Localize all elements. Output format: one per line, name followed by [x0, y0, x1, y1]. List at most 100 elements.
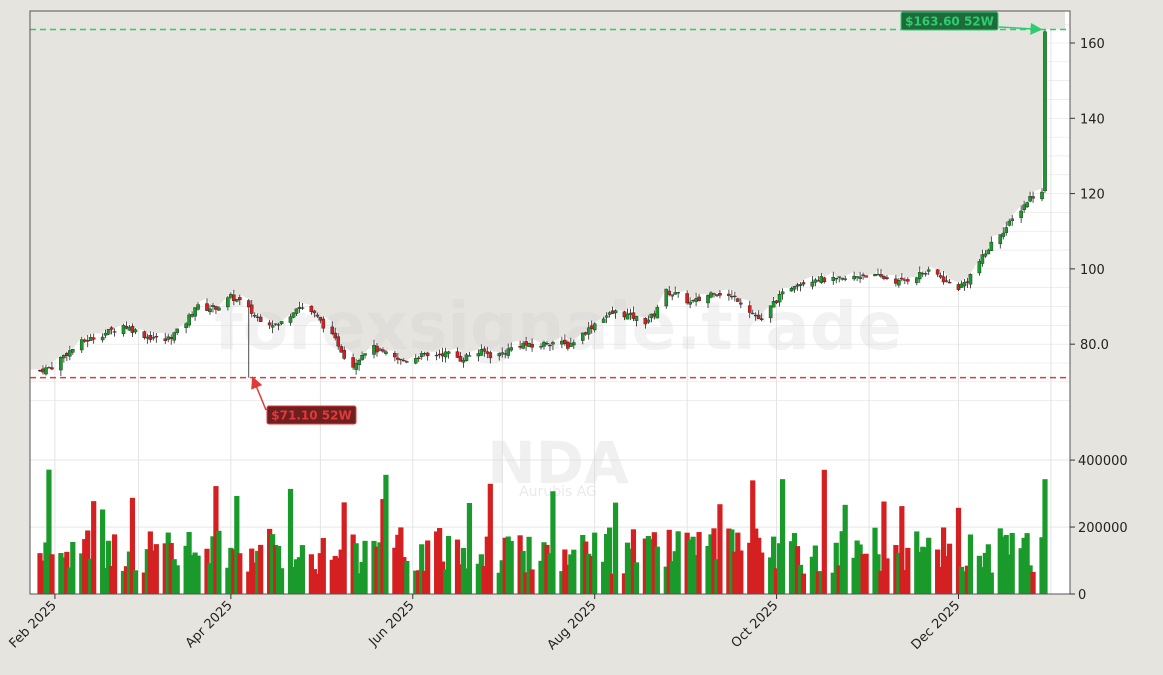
watermark-text: forexsignale.trade	[214, 288, 902, 365]
volume-bar	[690, 536, 696, 594]
volume-bar	[147, 531, 153, 594]
candle-body	[545, 343, 549, 345]
volume-bar	[356, 573, 362, 594]
candle-body	[458, 355, 463, 362]
volume-bar	[317, 553, 323, 594]
candle-body	[613, 310, 618, 314]
volume-bar	[935, 549, 941, 594]
candle-body	[384, 351, 388, 354]
volume-bar	[311, 569, 317, 594]
volume-bar	[82, 539, 88, 594]
candle-body	[154, 336, 159, 338]
candle-body	[440, 353, 445, 357]
candle-body	[798, 283, 803, 287]
volume-bar	[299, 545, 306, 594]
volume-bar	[604, 534, 610, 594]
candle-body	[130, 326, 135, 333]
volume-bar	[675, 531, 681, 594]
candle-body	[968, 274, 973, 285]
volume-bar	[878, 570, 884, 594]
volume-bar	[126, 551, 133, 594]
volume-tick-label: 200000	[1078, 521, 1128, 536]
volume-bar	[359, 562, 365, 594]
volume-bar	[210, 536, 216, 594]
candle-body	[354, 363, 358, 370]
candle-body	[572, 342, 576, 346]
candle-body	[246, 300, 251, 308]
volume-bar	[61, 557, 67, 594]
volume-bar	[67, 567, 73, 594]
volume-bar	[961, 571, 968, 594]
volume-bar	[105, 540, 112, 594]
volume-bar	[1027, 565, 1033, 594]
volume-bar	[943, 556, 950, 594]
volume-bar	[663, 566, 669, 594]
volume-bar	[666, 529, 672, 594]
candle-body	[774, 300, 779, 303]
candle-body	[455, 351, 460, 358]
volume-bar	[216, 530, 222, 594]
volume-bar	[627, 548, 634, 594]
candle-body	[133, 329, 138, 333]
candle-body	[956, 284, 961, 290]
candle-body	[485, 351, 490, 354]
volume-bar	[1042, 479, 1048, 594]
volume-bar	[696, 532, 702, 594]
candle-body	[446, 351, 451, 354]
volume-bar	[601, 561, 607, 594]
low-arrow	[251, 376, 267, 411]
candle-body	[944, 280, 949, 282]
candle-body	[279, 321, 284, 324]
candle-body	[276, 324, 281, 326]
candle-body	[103, 332, 108, 336]
volume-bar	[750, 480, 756, 594]
candle-body	[1019, 210, 1023, 218]
candle-body	[68, 350, 72, 357]
candle-body	[655, 307, 660, 319]
volume-bar	[454, 539, 461, 594]
candle-body	[789, 288, 794, 292]
candle-body	[983, 253, 988, 257]
candle-body	[1007, 220, 1012, 226]
volume-bar	[293, 559, 300, 594]
candle-body	[592, 323, 597, 331]
volume-bar	[91, 501, 97, 594]
candle-body	[47, 367, 51, 369]
candle-body	[437, 353, 442, 356]
candle-body	[127, 327, 132, 331]
candle-body	[715, 294, 719, 297]
candle-body	[252, 314, 257, 317]
low-label-text: $71.10 52W	[271, 409, 351, 423]
volume-bar	[255, 550, 261, 594]
candle-body	[315, 314, 320, 317]
candle-body	[694, 298, 698, 302]
volume-bar	[49, 554, 55, 594]
volume-bar	[85, 530, 91, 594]
candle-body	[1022, 204, 1026, 210]
volume-bar	[899, 506, 905, 594]
candle-body	[50, 367, 54, 370]
candle-body	[837, 276, 842, 278]
candle-body	[625, 313, 630, 320]
candle-body	[229, 294, 233, 298]
candle-body	[989, 241, 994, 251]
volume-bar	[123, 566, 130, 594]
candle-body	[813, 279, 818, 283]
candle-body	[771, 301, 776, 308]
candle-body	[339, 346, 344, 353]
volume-bar	[246, 571, 252, 594]
candle-body	[396, 357, 400, 360]
volume-bar	[1003, 534, 1009, 594]
candle-body	[208, 308, 212, 313]
candle-body	[521, 343, 525, 349]
volume-bar	[923, 547, 929, 594]
volume-bar	[523, 572, 529, 594]
candle-body	[321, 318, 326, 329]
candle-body	[175, 328, 179, 333]
candle-body	[882, 276, 886, 279]
volume-bar	[896, 552, 902, 594]
candle-body	[664, 288, 669, 307]
candle-body	[923, 273, 928, 275]
volume-bar	[854, 540, 860, 594]
volume-bar	[225, 567, 231, 594]
